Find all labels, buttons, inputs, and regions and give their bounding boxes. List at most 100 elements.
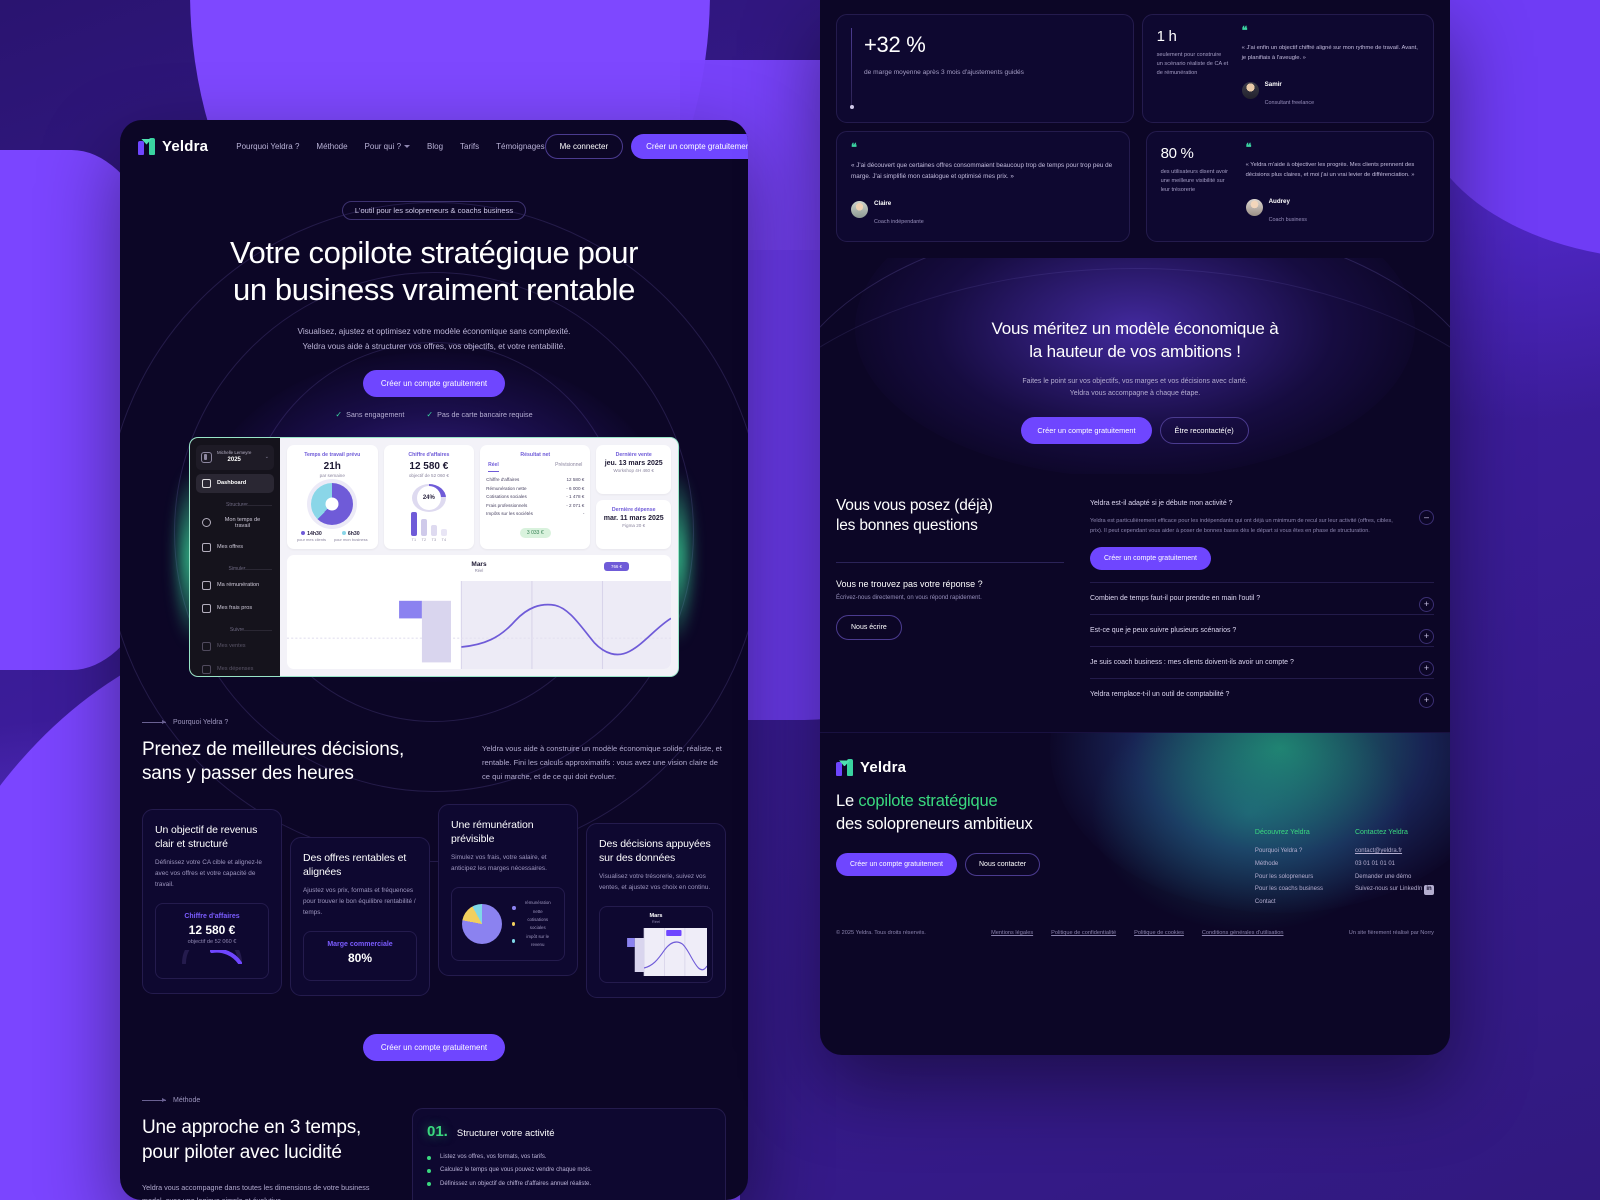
signup-button[interactable]: Créer un compte gratuitement [631,133,748,159]
recent-cards: Dernière vente jeu. 13 mars 2025 Worksho… [596,445,672,550]
step-number: 01. [427,1123,448,1141]
eyebrow-pourquoi: Pourquoi Yeldra ? [142,719,726,726]
footer-contact-button[interactable]: Nous contacter [965,852,1041,876]
footer-columns: Découvrez Yeldra Pourquoi Yeldra ? Métho… [1255,759,1434,908]
faq-write-us-button[interactable]: Nous écrire [836,615,902,641]
legal-mentions[interactable]: Mentions légales [991,930,1034,937]
feature-card-decisions: Des décisions appuyées sur des données V… [586,822,726,999]
footer-link-pourquoi[interactable]: Pourquoi Yeldra ? [1254,848,1303,855]
footer-demo-link[interactable]: Demander une démo [1354,873,1412,880]
faq-no-answer-title: Vous ne trouvez pas votre réponse ? [836,579,983,590]
pie-chart [462,904,502,945]
legal-links: Mentions légales Politique de confidenti… [991,930,1283,936]
why-section: Pourquoi Yeldra ? Prenez de meilleures d… [120,719,748,1062]
mini-stat-chiffre-affaires: Chiffre d'affaires 12 580 € objectif de … [155,903,269,980]
dashboard-mockup: Michelle Lemeyre 2025 ⌄ Dashboard Structu… [171,437,697,678]
nav-link-blog[interactable]: Blog [427,141,444,151]
stat-card-marge: +32 % de marge moyenne après 3 mois d'aj… [836,14,1134,123]
faq-toggle-icon[interactable]: – [1419,509,1434,525]
testimonial-author-samir: Samir Consultant freelance [1241,73,1419,109]
kpi-card-resultat-net: Résultat net Réel Prévisionnel Chiffre d… [480,445,591,550]
sidebar-item-remuneration[interactable]: Ma rémunération [196,576,274,595]
sidebar-item-mes-ventes[interactable]: Mes ventes [196,637,274,656]
cta-contact-button[interactable]: Être recontacté(e) [1159,416,1249,444]
account-switcher[interactable]: Michelle Lemeyre 2025 ⌄ [196,445,274,470]
faq-no-answer-sub: Écrivez-nous directement, on vous répond… [836,595,982,602]
cta-buttons: Créer un compte gratuitement Être recont… [820,416,1450,444]
why-body: Yeldra vous aide à construire un modèle … [482,744,722,782]
resultat-total: 3 033 € [486,521,584,539]
mini-chart-tresorerie: Mars Réel [599,906,713,984]
tab-reel[interactable]: Réel [488,462,499,473]
nav-link-tarifs[interactable]: Tarifs [460,141,480,151]
kpi-card-chiffre-affaires: Chiffre d'affaires 12 580 € objectif de … [383,445,475,550]
dashboard-sidebar: Michelle Lemeyre 2025 ⌄ Dashboard Structu… [190,438,280,677]
linkedin-icon[interactable]: in [1424,884,1434,895]
faq-toggle-icon[interactable]: + [1419,597,1434,613]
sidebar-group-suivre: Suivre [196,627,274,633]
footer-link-solopreneurs[interactable]: Pour les solopreneurs [1254,873,1314,880]
stat-card-80-testimonial: 80 % des utilisateurs disent avoir une m… [1145,130,1434,242]
footer-signup-button[interactable]: Créer un compte gratuitement [836,852,957,876]
tab-previsionnel[interactable]: Prévisionnel [555,462,583,469]
mid-signup-button[interactable]: Créer un compte gratuitement [362,1034,506,1062]
nav-link-pour-qui[interactable]: Pour qui ? [365,142,411,151]
yeldra-logo-icon [836,759,853,777]
cta-signup-button[interactable]: Créer un compte gratuitement [1021,416,1152,444]
faq-item-4[interactable]: Je suis coach business : mes clients doi… [1090,647,1434,680]
legal-cgu[interactable]: Conditions générales d'utilisation [1201,930,1284,937]
dashboard-main: Temps de travail prévu 21h par semaine 1… [280,438,678,677]
quote-icon: ❝ [851,141,857,154]
mini-chart-plot [605,928,708,977]
cta-title: Vous méritez un modèle économique à la ha… [991,318,1279,361]
method-section: Méthode Une approche en 3 temps, pour pil… [120,1097,748,1200]
footer-col-discover: Découvrez Yeldra Pourquoi Yeldra ? Métho… [1255,829,1323,908]
footer-link-contact[interactable]: Contact [1254,898,1276,905]
feature-card-objectif: Un objectif de revenus clair et structur… [142,808,282,995]
check-icon: ✓ [335,410,343,420]
sidebar-item-temps-travail[interactable]: Mon temps de travail [196,512,274,534]
login-button[interactable]: Me connecter [544,133,624,159]
faq-section: Vous vous posez (déjà) les bonnes questio… [820,474,1450,711]
nav-link-temoignages[interactable]: Témoignages [496,141,545,151]
sidebar-item-mes-depenses[interactable]: Mes dépenses [196,660,274,676]
faq-item-2[interactable]: Combien de temps faut-il pour prendre en… [1090,583,1434,616]
pie-legend: rémunération nette cotisations sociales … [512,899,554,949]
footer-link-methode[interactable]: Méthode [1254,861,1279,868]
nav-link-pourquoi[interactable]: Pourquoi Yeldra ? [236,141,300,151]
footer-logo[interactable]: Yeldra [836,759,1227,777]
faq-item-1[interactable]: Yeldra est-il adapté si je débute mon ac… [1090,496,1434,584]
cta-subtitle: Faites le point sur vos objectifs, vos m… [1022,377,1248,398]
faq-item-3[interactable]: Est-ce que je peux suivre plusieurs scén… [1090,615,1434,648]
logo[interactable]: Yeldra [138,137,209,155]
hero-signup-button[interactable]: Créer un compte gratuitement [362,370,506,398]
faq-signup-button[interactable]: Créer un compte gratuitement [1090,547,1211,571]
nav-link-methode[interactable]: Méthode [316,141,348,151]
stat-card-1h-testimonial: 1 h seulement pour construire un scénari… [1141,14,1434,123]
testimonial-card-claire: ❝ « J'ai découvert que certaines offres … [836,130,1130,242]
faq-toggle-icon[interactable]: + [1419,693,1434,709]
method-title: Une approche en 3 temps, pour piloter ave… [142,1117,362,1163]
quarter-labels: T1 T2 T3 T4 [411,538,447,543]
treasury-chart-card: Mars Réel 766 € [287,555,671,670]
hero-check-1: ✓ Sans engagement [335,410,405,420]
footer-link-coachs[interactable]: Pour les coachs business [1254,886,1323,893]
why-title: Prenez de meilleures décisions, sans y pa… [142,739,405,785]
sidebar-group-structurer: Structurer [196,502,274,508]
footer-email-link[interactable]: contact@yeldra.fr [1354,848,1403,855]
legal-cookies[interactable]: Politique de cookies [1134,930,1184,937]
building-icon [201,451,212,463]
chart-plot [287,581,671,670]
legal-privacy[interactable]: Politique de confidentialité [1051,930,1117,937]
footer-col-contact: Contactez Yeldra contact@yeldra.fr 03 01… [1355,829,1434,908]
faq-toggle-icon[interactable]: + [1419,629,1434,645]
sidebar-item-frais-pros[interactable]: Mes frais pros [196,599,274,618]
logo-text: Yeldra [162,137,209,155]
footer-buttons: Créer un compte gratuitement Nous contac… [836,852,1255,876]
sidebar-item-dashboard[interactable]: Dashboard [196,473,274,493]
faq-toggle-icon[interactable]: + [1419,661,1434,677]
footer-social[interactable]: Suivez-nous sur LinkedIn in [1355,883,1434,896]
kpi-card-temps-travail: Temps de travail prévu 21h par semaine 1… [287,445,378,550]
sidebar-item-mes-offres[interactable]: Mes offres [196,538,274,557]
faq-item-5[interactable]: Yeldra remplace-t-il un outil de comptab… [1090,679,1434,710]
